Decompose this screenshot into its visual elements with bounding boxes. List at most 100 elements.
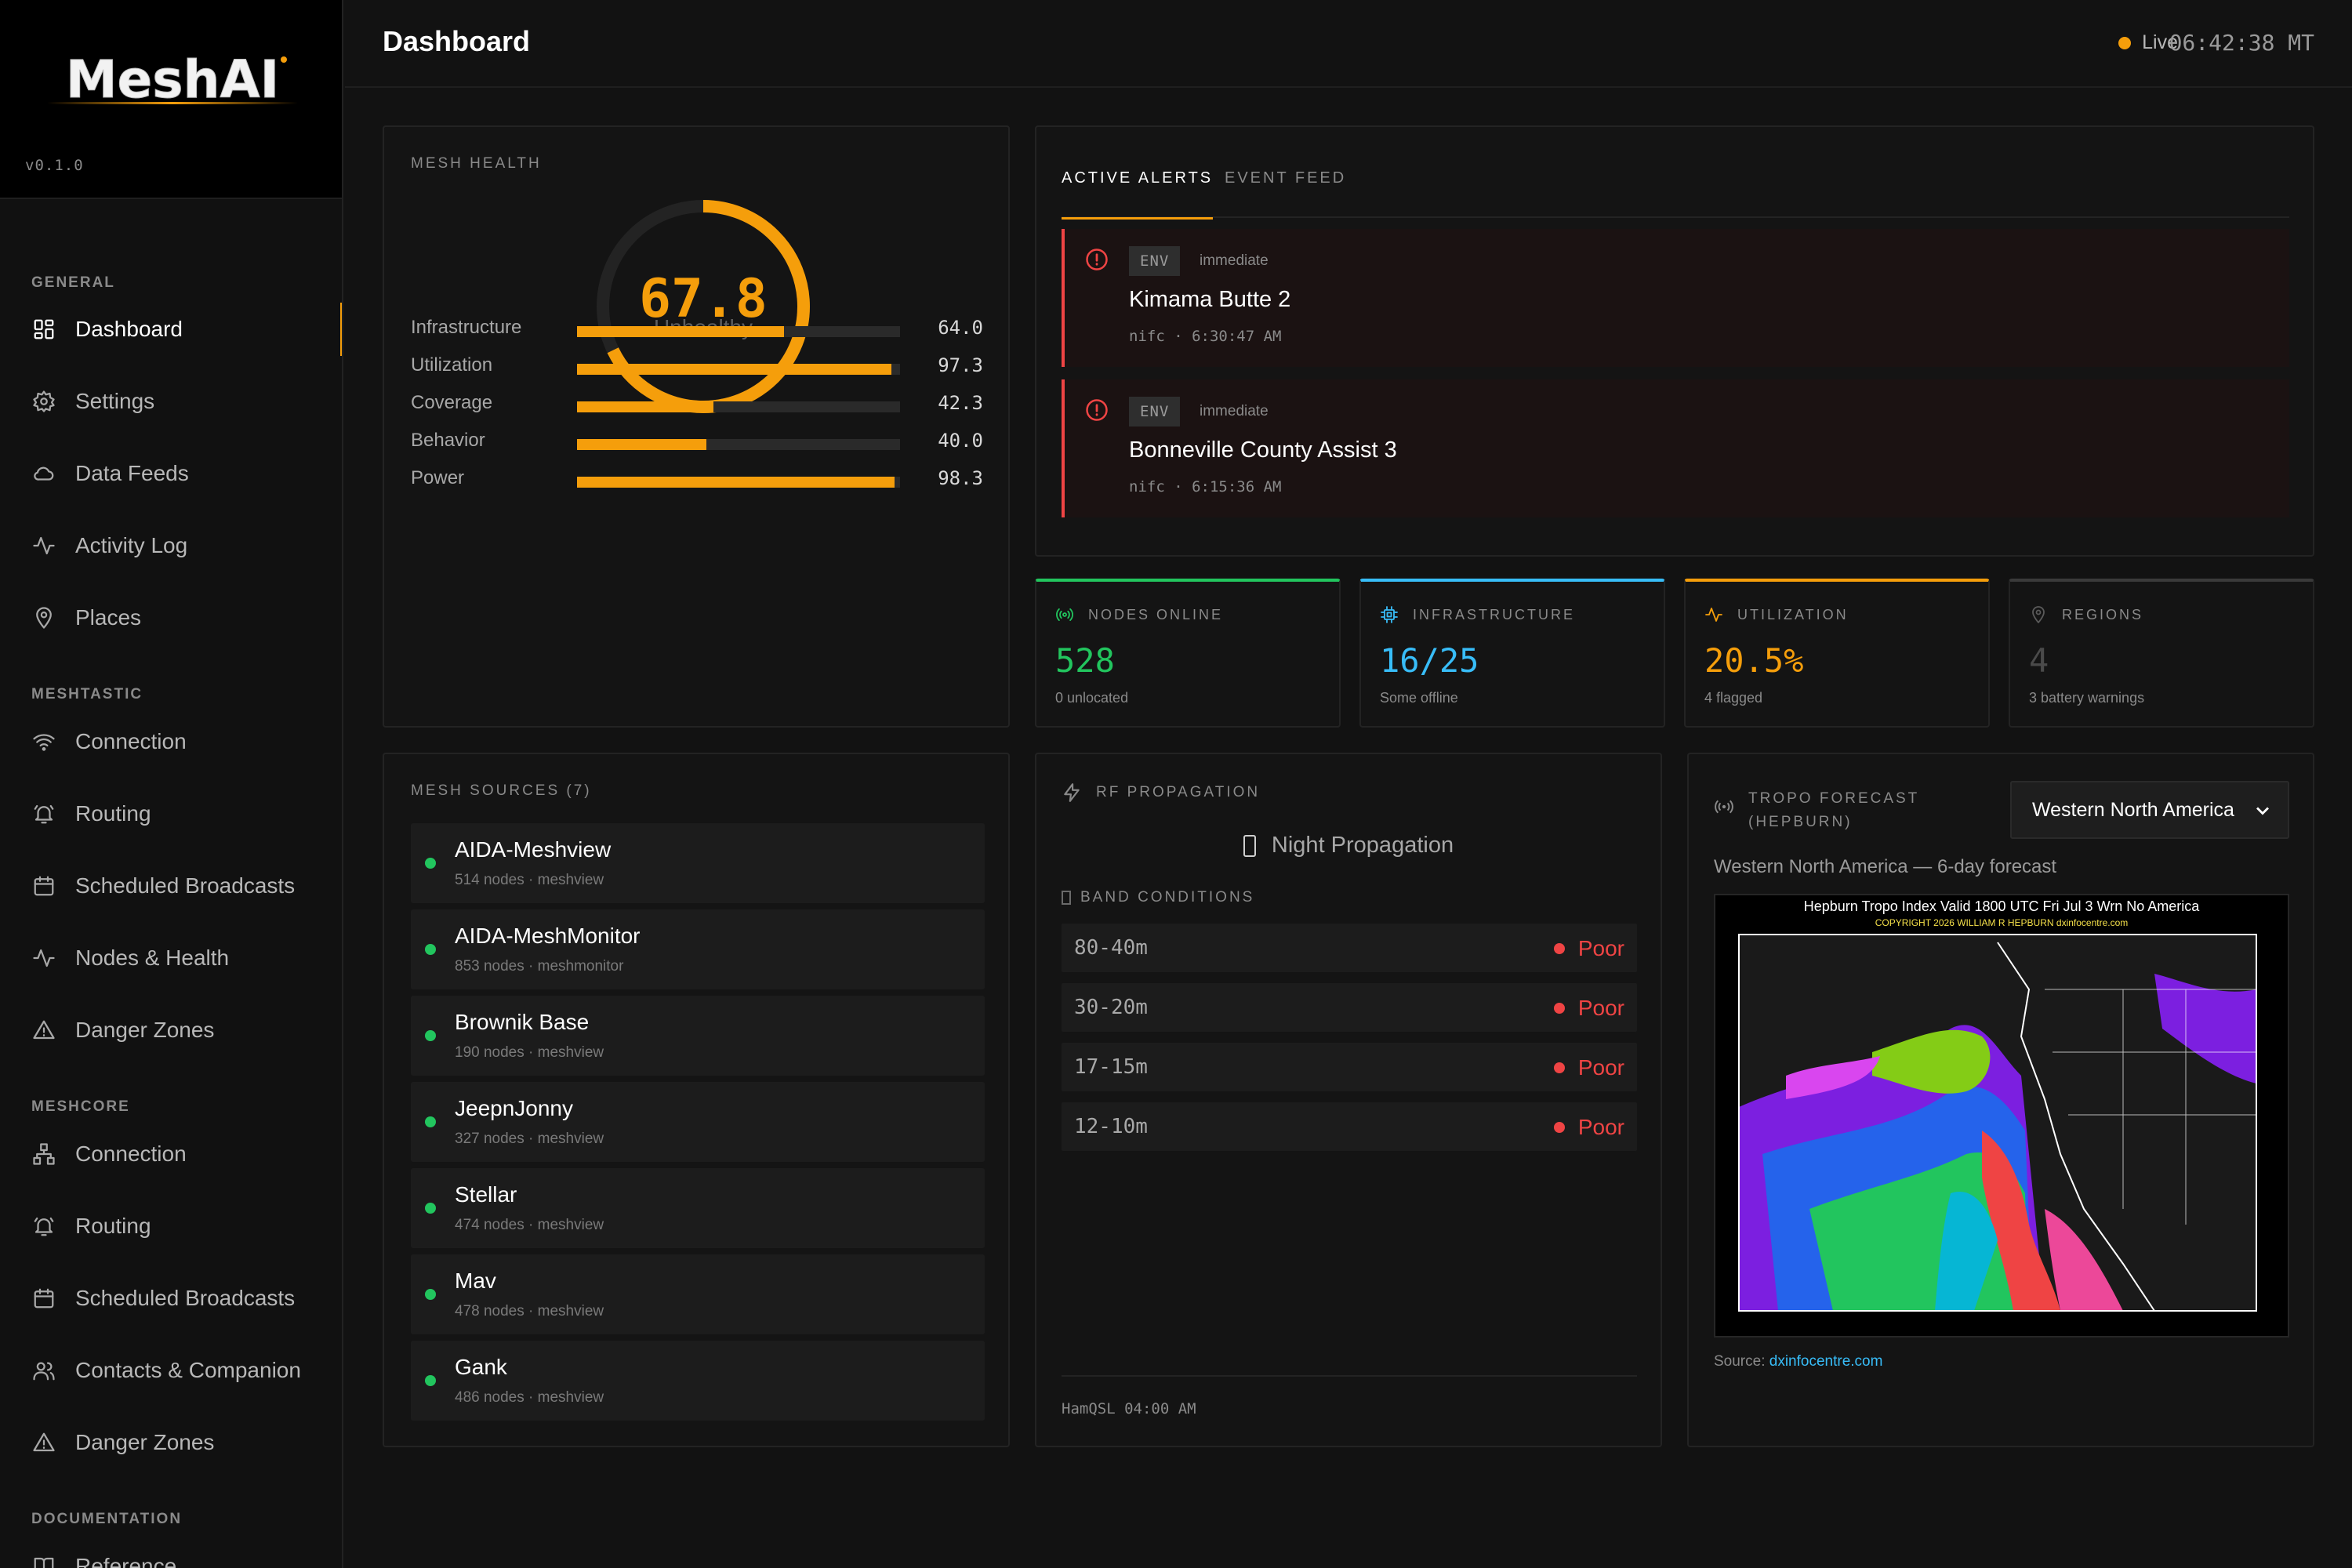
book-icon	[34, 1557, 54, 1568]
metric-bar-fill	[577, 477, 895, 488]
condition-dot-icon	[1554, 1003, 1565, 1014]
stat-sub: 4 flagged	[1704, 690, 1763, 706]
map-pin-icon	[2029, 605, 2048, 624]
rf-source: HamQSL 04:00 AM	[1062, 1400, 1196, 1417]
sidebar-item-connection[interactable]: Connection	[0, 710, 342, 773]
source-item[interactable]: Gank 486 nodes · meshview	[411, 1341, 985, 1421]
status-dot-icon	[425, 858, 436, 869]
source-meta: 514 nodes · meshview	[455, 872, 604, 888]
sidebar-item-routing[interactable]: Routing	[0, 1195, 342, 1258]
alerts-card: ACTIVE ALERTS EVENT FEED ENV immediate K…	[1035, 125, 2314, 557]
stat-sub: Some offline	[1380, 690, 1458, 706]
cpu-icon	[1381, 606, 1398, 623]
sidebar-item-scheduled-broadcasts[interactable]: Scheduled Broadcasts	[0, 855, 342, 917]
metric-value: 97.3	[938, 354, 983, 376]
source-meta: 478 nodes · meshview	[455, 1303, 604, 1319]
tab-event-feed[interactable]: EVENT FEED	[1225, 169, 1347, 187]
alert-item[interactable]: ENV immediate Kimama Butte 2 nifc · 6:30…	[1062, 229, 2289, 367]
book-icon	[31, 1554, 56, 1568]
sidebar-item-dashboard[interactable]: Dashboard	[0, 298, 342, 361]
status-dot-icon	[425, 1116, 436, 1127]
source-item[interactable]: Stellar 474 nodes · meshview	[411, 1168, 985, 1248]
alert-category-badge: ENV	[1129, 246, 1181, 276]
band-condition: Poor	[1577, 1055, 1624, 1080]
sidebar-item-reference[interactable]: Reference	[0, 1535, 342, 1568]
stat-label: INFRASTRUCTURE	[1413, 606, 1575, 622]
metric-bar-track	[577, 477, 900, 488]
tab-active-alerts[interactable]: ACTIVE ALERTS	[1062, 166, 1214, 220]
alert-tabs: ACTIVE ALERTS EVENT FEED	[1062, 166, 2289, 220]
metric-label: Coverage	[411, 392, 493, 413]
source-item[interactable]: Mav 478 nodes · meshview	[411, 1254, 985, 1334]
source-item[interactable]: AIDA-Meshview 514 nodes · meshview	[411, 823, 985, 903]
bell-icon	[34, 804, 54, 824]
health-metric-utilization: Utilization 97.3	[411, 351, 983, 383]
source-item[interactable]: JeepnJonny 327 nodes · meshview	[411, 1082, 985, 1162]
tropo-subtitle: Western North America — 6-day forecast	[1714, 856, 2057, 877]
sidebar-item-danger-zones[interactable]: Danger Zones	[0, 1411, 342, 1474]
source-item[interactable]: Brownik Base 190 nodes · meshview	[411, 996, 985, 1076]
band-row: 17-15m Poor	[1062, 1043, 1637, 1091]
sidebar-item-nodes-health[interactable]: Nodes & Health	[0, 927, 342, 989]
sidebar-item-contacts-companion[interactable]: Contacts & Companion	[0, 1339, 342, 1402]
radio-icon	[1056, 608, 1073, 621]
sidebar-item-data-feeds[interactable]: Data Feeds	[0, 442, 342, 505]
health-metric-behavior: Behavior 40.0	[411, 426, 983, 458]
chevron-down-icon	[2256, 807, 2269, 815]
sidebar-item-label: Dashboard	[75, 317, 183, 341]
logo-text: MeshAI	[66, 49, 279, 110]
stat-infrastructure: INFRASTRUCTURE 16/25 Some offline	[1359, 579, 1665, 728]
bell-icon	[31, 1214, 56, 1239]
clock: 06:42:38 MT	[2169, 30, 2314, 56]
alert-urgency: immediate	[1200, 403, 1269, 419]
stat-value: 20.5%	[1704, 641, 1804, 680]
stat-label: NODES ONLINE	[1088, 606, 1224, 622]
metric-bar-track	[577, 326, 900, 337]
sidebar-item-label: Connection	[75, 1142, 187, 1166]
activity-icon	[33, 536, 55, 555]
band-row: 30-20m Poor	[1062, 983, 1637, 1032]
phone-icon	[1243, 834, 1256, 857]
band-condition: Poor	[1577, 1115, 1624, 1139]
sidebar-item-label: Danger Zones	[75, 1430, 215, 1454]
stat-label: UTILIZATION	[1737, 606, 1849, 622]
stat-label-row: INFRASTRUCTURE	[1380, 605, 1575, 624]
sidebar-item-activity-log[interactable]: Activity Log	[0, 514, 342, 577]
metric-bar-fill	[577, 326, 784, 337]
source-item[interactable]: AIDA-MeshMonitor 853 nodes · meshmonitor	[411, 909, 985, 989]
sidebar-item-label: Routing	[75, 1214, 151, 1238]
alert-circle-icon	[1086, 399, 1108, 421]
region-select[interactable]: Western North America	[2010, 781, 2289, 839]
users-icon	[31, 1358, 56, 1383]
metric-label: Behavior	[411, 430, 485, 451]
stat-value: 16/25	[1380, 641, 1479, 680]
band-row: 12-10m Poor	[1062, 1102, 1637, 1151]
broadcast-icon	[1715, 800, 1733, 814]
sidebar-item-routing[interactable]: Routing	[0, 782, 342, 845]
tropo-source-link[interactable]: dxinfocentre.com	[1769, 1353, 1883, 1370]
sidebar-item-danger-zones[interactable]: Danger Zones	[0, 999, 342, 1062]
meshai-logo[interactable]: MeshAI	[39, 49, 306, 119]
metric-bar-track	[577, 439, 900, 450]
sidebar-item-connection[interactable]: Connection	[0, 1123, 342, 1185]
tropo-forecast-card: TROPO FORECAST (HEPBURN) Western North A…	[1687, 753, 2314, 1447]
sidebar-item-places[interactable]: Places	[0, 586, 342, 649]
stat-value: 528	[1055, 641, 1115, 680]
sidebar-item-label: Contacts & Companion	[75, 1358, 301, 1382]
sidebar-item-settings[interactable]: Settings	[0, 370, 342, 433]
alert-item[interactable]: ENV immediate Bonneville County Assist 3…	[1062, 379, 2289, 517]
stat-label: REGIONS	[2062, 606, 2144, 622]
box-icon	[1062, 891, 1071, 905]
stat-utilization: UTILIZATION 20.5% 4 flagged	[1684, 579, 1990, 728]
band-condition: Poor	[1577, 936, 1624, 960]
band-name: 80-40m	[1074, 936, 1148, 960]
region-select-value: Western North America	[2032, 798, 2234, 821]
sidebar-item-scheduled-broadcasts[interactable]: Scheduled Broadcasts	[0, 1267, 342, 1330]
source-name: Gank	[455, 1355, 507, 1379]
warning-icon	[33, 1432, 55, 1452]
status-dot-icon	[425, 1203, 436, 1214]
live-dot-icon	[2118, 36, 2132, 49]
grid-icon	[34, 319, 54, 339]
alert-meta: nifc · 6:30:47 AM	[1129, 328, 1282, 345]
health-score: 67.8	[639, 268, 768, 330]
